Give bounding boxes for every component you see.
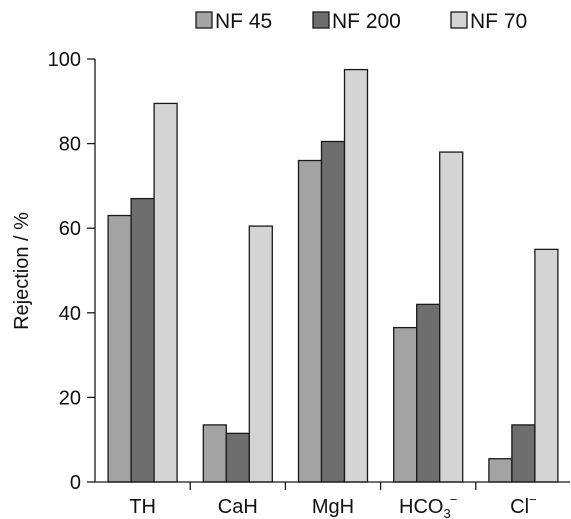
bar-nf-70-th xyxy=(153,102,178,483)
y-tick-label: 80 xyxy=(59,134,81,156)
bar-nf-45-th xyxy=(107,214,132,483)
x-category-label: TH xyxy=(129,496,156,518)
y-tick-label: 40 xyxy=(59,303,81,325)
bar-nf-70-cah xyxy=(248,225,273,483)
bar-nf-45-mgh xyxy=(297,159,323,483)
legend-item-nf-70: NF 70 xyxy=(450,10,527,33)
chart-legend: NF 45 NF 200 NF 70 xyxy=(195,10,527,33)
legend-swatch xyxy=(195,11,213,29)
bar-nf-70-mgh xyxy=(343,68,369,483)
bars-group xyxy=(107,68,559,483)
y-axis-label: Rejection / % xyxy=(11,212,33,330)
bar-nf-70-hco xyxy=(439,151,464,483)
legend-item-nf-45: NF 45 xyxy=(195,10,272,33)
x-categories-group: TH CaH MgH HCO3− Cl− xyxy=(129,492,536,519)
legend-label: NF 70 xyxy=(470,10,527,33)
legend-label: NF 45 xyxy=(215,10,272,33)
y-tick-label: 100 xyxy=(48,49,81,71)
bar-nf-200-th xyxy=(130,197,155,483)
legend-swatch xyxy=(450,11,468,29)
bar-nf-200-cah xyxy=(225,432,250,483)
bar-nf-200-hco xyxy=(416,303,441,483)
axes-group xyxy=(94,59,570,490)
bar-nf-45-hco xyxy=(393,326,418,483)
bar-nf-45-cah xyxy=(202,424,227,483)
bar-nf-200-mgh xyxy=(320,140,346,483)
bar-nf-45-cl xyxy=(488,458,513,483)
y-tick-label: 60 xyxy=(59,218,81,240)
x-category-label: MgH xyxy=(312,496,354,518)
legend-swatch xyxy=(312,11,330,29)
y-tick-label: 20 xyxy=(59,387,81,409)
legend-label: NF 200 xyxy=(332,10,401,33)
y-ticks-group: 0 20 40 60 80 100 xyxy=(48,49,95,494)
y-tick-label: 0 xyxy=(70,472,81,494)
x-category-label: Cl− xyxy=(510,492,536,518)
x-category-label: CaH xyxy=(218,496,258,518)
x-category-label: HCO3− xyxy=(399,492,457,519)
bar-nf-200-cl xyxy=(511,424,536,483)
bar-nf-70-cl xyxy=(534,248,559,483)
legend-item-nf-200: NF 200 xyxy=(312,10,401,33)
